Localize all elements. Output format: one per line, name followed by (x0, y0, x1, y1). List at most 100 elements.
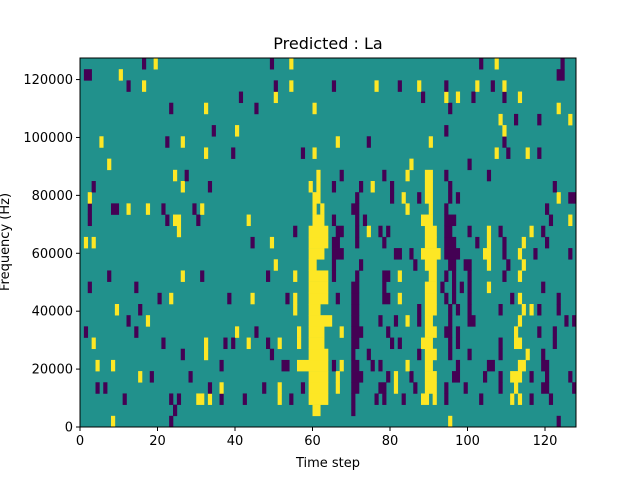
heatmap-cell (312, 102, 317, 115)
heatmap-cell (382, 169, 387, 182)
heatmap-cell (204, 147, 209, 159)
heatmap-cell (463, 382, 468, 394)
heatmap-cell (227, 292, 232, 305)
heatmap-cell (204, 102, 209, 115)
heatmap-cell (417, 304, 422, 316)
heatmap-cell (335, 136, 340, 148)
y-tick-label: 20000 (32, 363, 73, 378)
heatmap-cell (514, 113, 519, 126)
heatmap-cell (331, 259, 337, 271)
heatmap-cell (421, 337, 433, 350)
heatmap-cell (231, 147, 236, 159)
heatmap-cell (502, 80, 507, 92)
heatmap-cell (308, 248, 325, 260)
heatmap-cell (448, 337, 453, 350)
heatmap-cell (424, 181, 433, 193)
heatmap-cell (417, 80, 422, 92)
heatmap-cell (366, 136, 371, 148)
heatmap-cell (486, 169, 492, 182)
heatmap-cell (308, 281, 329, 294)
x-tick-label: 80 (382, 434, 399, 449)
heatmap-cell (138, 371, 143, 383)
heatmap-cell (335, 371, 340, 383)
heatmap-cell (397, 337, 402, 350)
heatmap-cell (568, 113, 573, 126)
heatmap-cell (312, 203, 317, 215)
heatmap-cell (269, 236, 275, 249)
y-tick-label: 0 (65, 421, 73, 436)
heatmap-cell (297, 326, 302, 338)
heatmap-cell (444, 236, 457, 249)
y-tick-label: 100000 (23, 131, 73, 146)
heatmap-cell (351, 404, 356, 417)
heatmap-cell (351, 281, 360, 294)
heatmap-cell (351, 326, 364, 338)
heatmap-cell (533, 248, 538, 260)
heatmap-cell (169, 292, 174, 305)
heatmap-cell (180, 270, 185, 282)
heatmap-cell (556, 102, 561, 115)
heatmap-cell (335, 382, 340, 394)
heatmap-cell (107, 158, 112, 171)
heatmap-cell (238, 91, 244, 104)
heatmap-cell (529, 371, 534, 383)
heatmap-cell (308, 371, 329, 383)
heatmap-cell (479, 58, 484, 70)
heatmap-cell (351, 382, 360, 394)
heatmap-cell (277, 382, 282, 394)
heatmap-cell (386, 225, 391, 238)
heatmap-cell (235, 125, 240, 137)
x-tick-label: 20 (149, 434, 166, 449)
y-tick-label: 60000 (32, 247, 73, 262)
heatmap-cell (529, 393, 534, 405)
heatmap-cell (293, 292, 298, 305)
heatmap-cell (374, 80, 379, 92)
heatmap-cell (444, 382, 449, 394)
heatmap-cell (455, 304, 461, 316)
heatmap-cell (114, 304, 120, 316)
heatmap-cell (308, 382, 329, 394)
heatmap-cell (331, 359, 337, 372)
heatmap-cell (556, 69, 565, 81)
heatmap-cell (424, 371, 437, 383)
heatmap-cell (494, 147, 499, 159)
heatmap-cell (521, 259, 526, 271)
heatmap-cell (401, 192, 406, 204)
heatmap-cell (514, 382, 519, 394)
x-tick-label: 60 (304, 434, 321, 449)
heatmap-cell (351, 315, 360, 327)
heatmap-cell (118, 69, 123, 81)
heatmap-cell (351, 304, 360, 316)
heatmap-cell (393, 248, 402, 260)
heatmap-cell (455, 192, 461, 204)
heatmap-cell (308, 292, 329, 305)
heatmap-cell (537, 113, 542, 126)
heatmap-cell (521, 236, 526, 249)
heatmap-cell (525, 147, 530, 159)
heatmap-cells (80, 58, 577, 428)
heatmap-cell (142, 80, 147, 92)
heatmap-cell (506, 147, 511, 159)
heatmap-cell (359, 259, 364, 271)
heatmap-cell (196, 214, 201, 227)
heatmap-cell (382, 236, 387, 249)
heatmap-cell (541, 359, 550, 372)
heatmap-cell (316, 169, 321, 182)
heatmap-cell (486, 281, 492, 294)
heatmap-cell (126, 315, 131, 327)
heatmap-cell (312, 404, 321, 417)
heatmap-cell (83, 69, 92, 81)
heatmap-cell (145, 315, 151, 327)
heatmap-cell (273, 80, 278, 92)
heatmap-cell (297, 359, 329, 372)
heatmap-cell (122, 393, 127, 405)
heatmap-cell (448, 181, 453, 193)
heatmap-cell (378, 225, 383, 238)
heatmap-cell (293, 304, 298, 316)
plot-frame (79, 57, 577, 428)
heatmap-cell (351, 292, 360, 305)
heatmap-cell (312, 147, 317, 159)
heatmap-cell (506, 259, 511, 271)
heatmap-cell (545, 371, 550, 383)
heatmap-cell (207, 393, 213, 405)
